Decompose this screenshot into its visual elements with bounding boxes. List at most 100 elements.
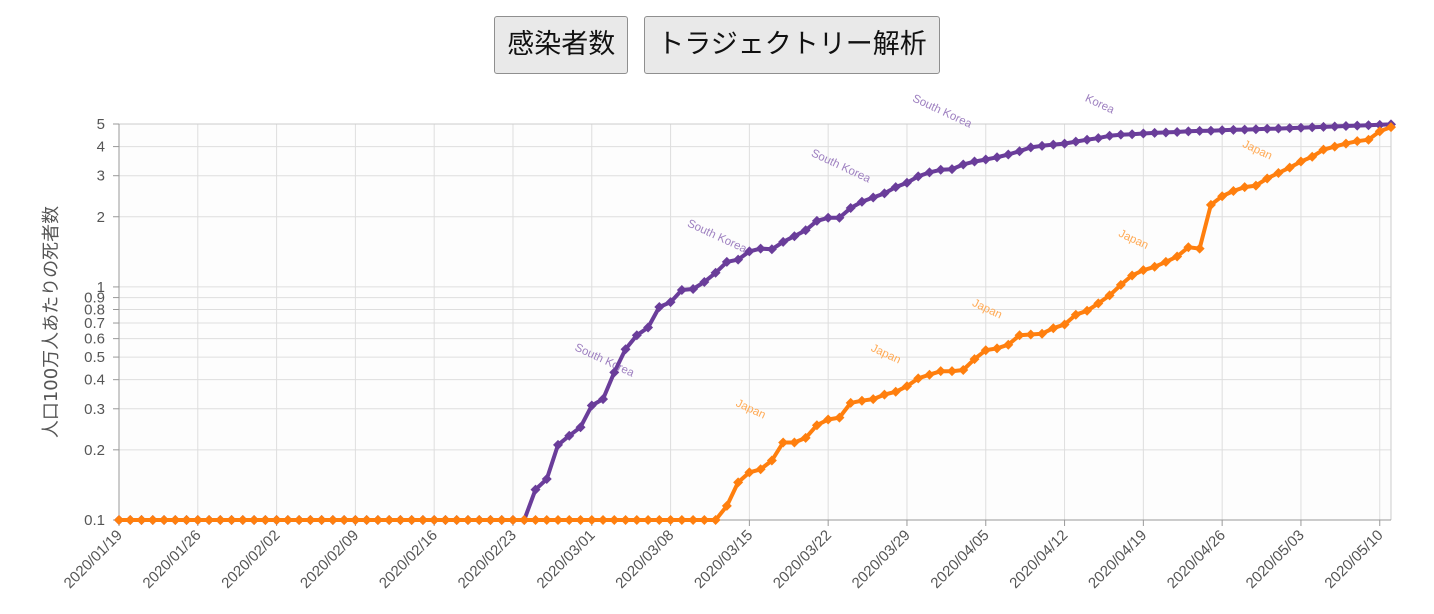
x-tick-label: 2020/03/29 [849,527,914,592]
y-tick-label: 0.8 [84,302,105,319]
x-tick-label: 2020/02/23 [455,527,520,592]
series-point-south-korea [1250,124,1261,135]
series-point-japan [1149,261,1160,272]
series-point-japan [496,515,507,525]
series-point-south-korea [553,439,564,450]
series-point-south-korea [733,254,744,265]
series-point-south-korea [778,236,789,247]
y-tick-label: 0.3 [84,401,105,418]
series-point-south-korea [688,283,699,294]
series-point-japan [1025,329,1036,340]
series-point-south-korea [1262,123,1273,134]
series-point-japan [665,515,676,525]
series-point-japan [834,412,845,423]
series-point-japan [575,515,586,525]
series-point-japan [564,515,575,525]
series-point-japan [1250,180,1261,191]
series-point-south-korea [845,203,856,214]
series-point-japan [699,515,710,525]
series-point-japan [643,515,654,525]
series-point-japan [1194,243,1205,254]
series-point-south-korea [1149,127,1160,138]
series-point-japan [868,394,879,405]
series-point-japan [586,515,597,525]
series-point-japan [361,515,372,525]
y-tick-label: 2 [97,209,105,226]
series-point-japan [856,395,867,406]
series-point-south-korea [1048,139,1059,150]
x-tick-label: 2020/02/09 [297,527,362,592]
series-point-japan [260,515,271,525]
series-point-south-korea [1340,121,1351,132]
series-point-south-korea [1273,123,1284,134]
series-point-japan [215,515,226,525]
series-point-japan [710,515,721,525]
series-point-japan [620,515,631,525]
series-point-japan [170,515,181,525]
series-point-south-korea [901,177,912,188]
y-tick-label: 3 [97,168,105,185]
series-point-japan [1340,138,1351,149]
series-point-japan [1295,156,1306,167]
series-point-japan [114,515,124,525]
series-point-japan [192,515,203,525]
series-point-japan [631,515,642,525]
series-point-south-korea [530,484,541,495]
series-point-south-korea [823,212,834,223]
plot-background [119,124,1391,520]
series-point-japan [1273,168,1284,179]
series-point-south-korea [1037,140,1048,151]
series-point-south-korea [609,367,620,378]
series-point-japan [147,515,158,525]
series-point-south-korea [958,159,969,170]
series-point-south-korea [1217,125,1228,136]
series-point-japan [282,515,293,525]
series-point-south-korea [1284,123,1295,134]
series-point-japan [609,515,620,525]
series-point-south-korea [631,330,642,341]
infections-button[interactable]: 感染者数 [494,16,629,74]
series-point-south-korea [834,212,845,223]
series-point-japan [339,515,350,525]
series-point-south-korea [564,430,575,441]
series-point-japan [800,432,811,443]
series-point-japan [417,515,428,525]
series-point-japan [755,464,766,475]
series-point-south-korea [868,192,879,203]
series-point-japan [327,515,338,525]
series-point-japan [789,437,800,448]
series-point-japan [958,365,969,376]
series-point-japan [721,500,732,511]
series-point-south-korea [1295,122,1306,133]
series-point-japan [406,515,417,525]
series-point-south-korea [1228,124,1239,135]
series-point-japan [879,389,890,400]
x-tick-label: 2020/03/08 [612,527,677,592]
button-row: 感染者数 トラジェクトリー解析 [0,16,1434,74]
series-point-south-korea [1183,126,1194,137]
series-point-japan [1160,256,1171,267]
series-japan [114,122,1396,525]
series-point-japan [1307,151,1318,162]
series-point-japan [451,515,462,525]
series-point-japan [733,477,744,488]
series-point-japan [1138,265,1149,276]
series-point-japan [204,515,215,525]
series-point-japan [553,515,564,525]
series-point-south-korea [980,154,991,165]
series-point-japan [1374,126,1385,137]
series-point-japan [688,515,699,525]
series-point-japan [249,515,260,525]
y-axis-label: 人口100万人あたりの死者数 [41,206,62,438]
series-point-japan [294,515,305,525]
series-point-japan [316,515,327,525]
series-point-japan [654,515,665,525]
grid-lines [118,123,1391,521]
x-tick-label: 2020/02/16 [376,527,441,592]
series-point-south-korea [1003,149,1014,160]
series-point-japan [462,515,473,525]
series-point-japan [1070,309,1081,320]
trajectory-analysis-button[interactable]: トラジェクトリー解析 [644,16,940,74]
series-point-south-korea [946,164,957,175]
